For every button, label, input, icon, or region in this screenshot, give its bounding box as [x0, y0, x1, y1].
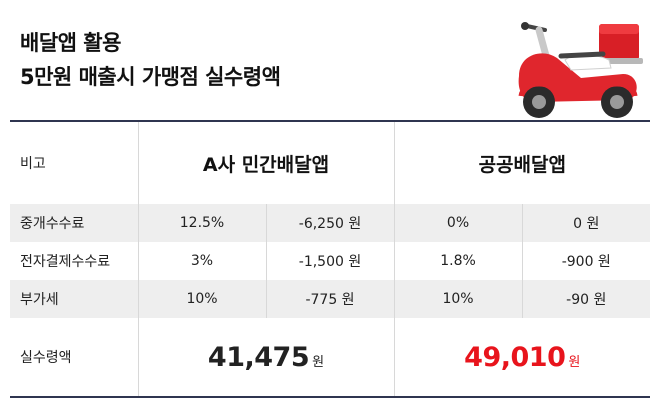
- b-rate: 10%: [393, 280, 523, 318]
- table-row: 전자결제수수료 3% -1,500 원 1.8% -900 원: [10, 242, 651, 280]
- a-amount: -775 원: [265, 280, 395, 318]
- comparison-table: 비고 A사 민간배달앱 공공배달앱 중개수수료 12.5% -6,250 원 0…: [10, 120, 651, 398]
- delivery-scooter-icon: [518, 22, 643, 118]
- b-amount: -90 원: [521, 280, 651, 318]
- a-amount: -6,250 원: [265, 204, 395, 242]
- b-rate: 1.8%: [393, 242, 523, 280]
- row-label: 전자결제수수료: [10, 242, 138, 280]
- a-rate: 3%: [137, 242, 266, 280]
- private-app-total-unit: 원: [312, 354, 325, 370]
- title-line-1: 배달앱 활용: [20, 31, 121, 55]
- b-amount: -900 원: [521, 242, 651, 280]
- total-row: 실수령액 41,475 원 49,010 원: [10, 318, 651, 397]
- a-rate: 12.5%: [137, 204, 266, 242]
- public-app-total-unit: 원: [568, 354, 581, 370]
- public-app-total-value: 49,010: [464, 341, 566, 373]
- total-label: 실수령액: [20, 350, 72, 366]
- a-rate: 10%: [137, 280, 266, 318]
- title-block: 배달앱 활용 5만원 매출시 가맹점 실수령액: [20, 26, 281, 94]
- title-line-2: 5만원 매출시 가맹점 실수령액: [20, 65, 281, 89]
- table-row: 부가세 10% -775 원 10% -90 원: [10, 280, 651, 318]
- table-header-row: 비고 A사 민간배달앱 공공배달앱: [10, 121, 651, 204]
- b-amount: 0 원: [521, 204, 651, 242]
- b-rate: 0%: [393, 204, 523, 242]
- header-public-app: 공공배달앱: [393, 121, 651, 204]
- row-label: 중개수수료: [10, 204, 138, 242]
- private-app-total-value: 41,475: [207, 341, 310, 373]
- header-label: 비고: [20, 156, 46, 172]
- header-private-app: A사 민간배달앱: [137, 121, 395, 204]
- public-app-total: 49,010 원: [393, 318, 651, 397]
- private-app-total: 41,475 원: [137, 318, 395, 397]
- row-label: 부가세: [10, 280, 138, 318]
- table-row: 중개수수료 12.5% -6,250 원 0% 0 원: [10, 204, 651, 242]
- a-amount: -1,500 원: [265, 242, 395, 280]
